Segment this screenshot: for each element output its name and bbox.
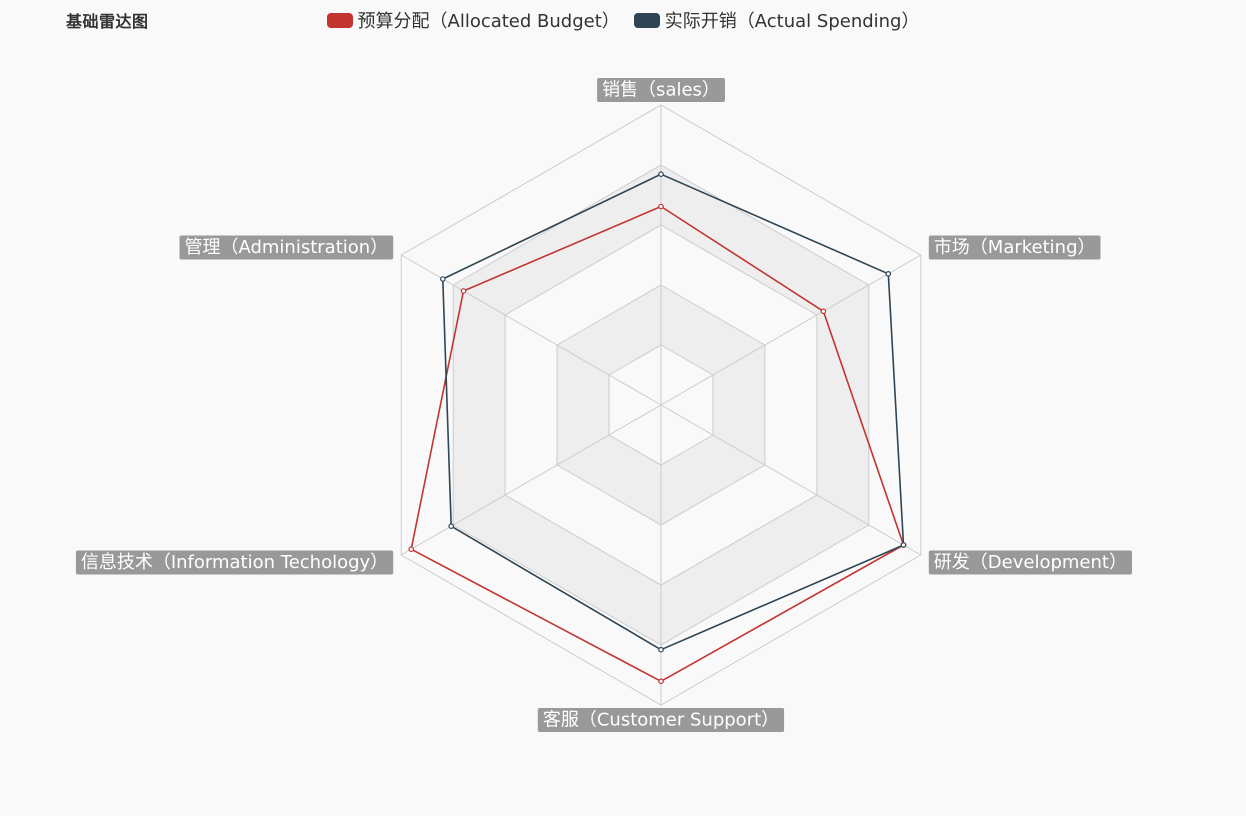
series-point[interactable] (460, 288, 467, 294)
indicator-label-text: 客服（Customer Support） (543, 710, 779, 731)
split-area-band (557, 285, 765, 525)
indicator-label-text: 信息技术（Information Techology） (81, 552, 388, 573)
chart-title: 基础雷达图 (66, 12, 149, 31)
split-lines (400, 104, 922, 706)
indicator-label-bg (597, 78, 725, 102)
indicator-label-text: 管理（Administration） (184, 237, 388, 258)
series-point[interactable] (658, 678, 664, 685)
series-point[interactable] (658, 646, 664, 653)
axis-line (660, 404, 922, 556)
series-point[interactable] (658, 171, 664, 178)
indicator-label-bg (75, 550, 394, 575)
series-point[interactable] (900, 542, 907, 548)
legend-label: 预算分配（Allocated Budget） (357, 11, 620, 32)
indicator-label-bg (928, 550, 1132, 575)
series-point[interactable] (448, 523, 455, 530)
legend: 预算分配（Allocated Budget） 实际开销（Actual Spendi… (0, 7, 1246, 33)
legend-item-1[interactable]: 预算分配（Allocated Budget） (326, 7, 620, 33)
series-point[interactable] (658, 203, 664, 210)
indicator-label-text: 研发（Development） (934, 552, 1127, 573)
split-area-band (505, 225, 817, 585)
indicator-label: 客服（Customer Support） (537, 708, 785, 732)
indicator-label-bg (928, 235, 1101, 260)
indicator-label-bg (179, 235, 394, 260)
axis-line (660, 254, 922, 406)
indicator-label: 管理（Administration） (179, 235, 394, 260)
indicator-label-text: 市场（Marketing） (934, 237, 1096, 258)
series-2 (439, 171, 907, 653)
legend-item-2[interactable]: 实际开销（Actual Spending） (633, 7, 920, 33)
series-1 (408, 203, 907, 685)
indicator-label: 信息技术（Information Techology） (75, 550, 394, 575)
indicator-label: 市场（Marketing） (928, 235, 1101, 260)
axis-line (400, 404, 662, 556)
legend-label: 实际开销（Actual Spending） (664, 11, 920, 32)
indicator-label: 研发（Development） (928, 550, 1132, 575)
legend-swatch (326, 12, 353, 28)
series-point[interactable] (439, 276, 446, 282)
indicator-labels: 销售（sales） 市场（Marketing） 研发（Development） 客服（… (75, 78, 1132, 732)
series-point[interactable] (885, 270, 892, 277)
indicator-label-bg (537, 708, 785, 732)
indicator-label: 销售（sales） (597, 78, 725, 102)
indicator-label-text: 销售（sales） (602, 80, 720, 101)
series-point[interactable] (820, 308, 827, 315)
series-point[interactable] (408, 546, 415, 553)
legend-swatch (633, 12, 660, 28)
